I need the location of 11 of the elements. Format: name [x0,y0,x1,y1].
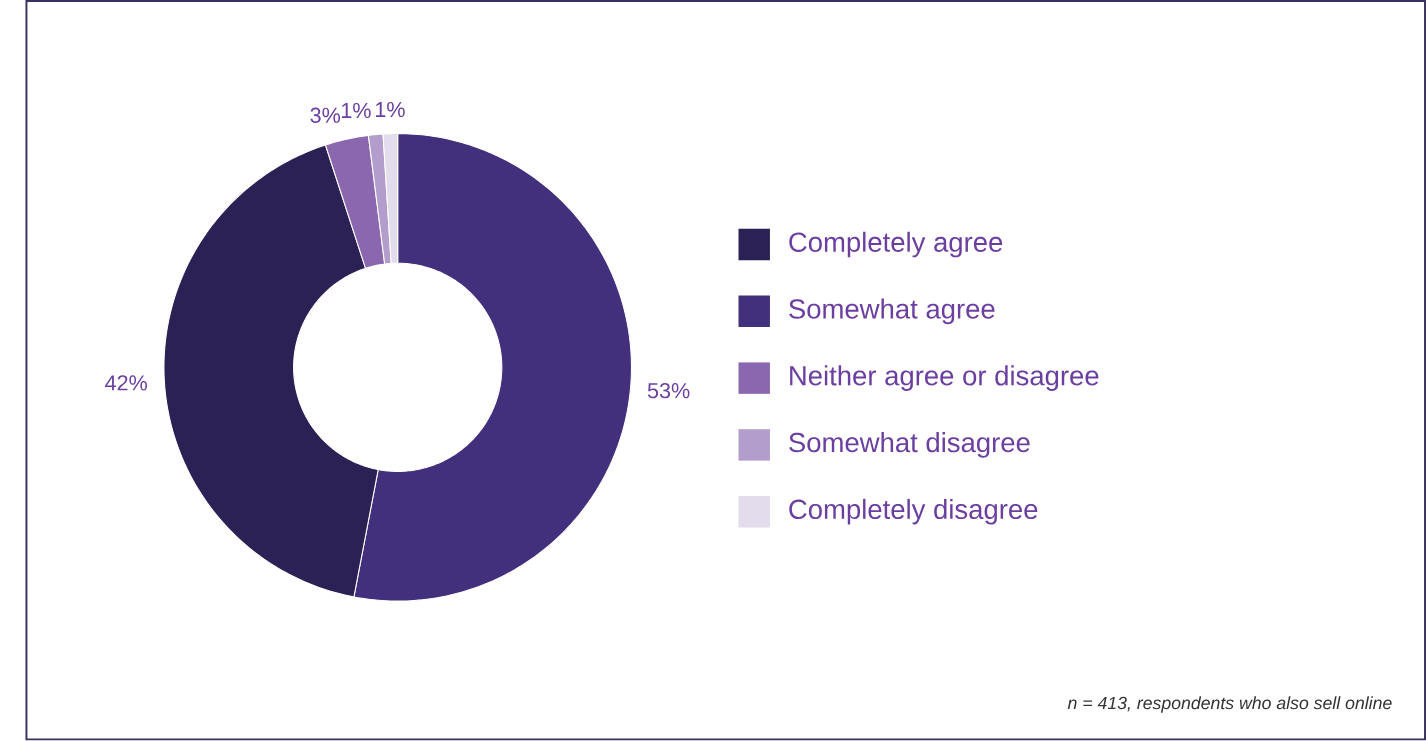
data-label: 1% [375,102,405,118]
data-label: 53% [647,383,690,399]
legend-label: Completely agree [789,231,1003,258]
data-label: 1% [341,103,371,119]
data-label: 42% [105,375,148,391]
data-label: 3% [310,107,341,124]
legend-label: Completely disagree [789,499,1038,525]
legend-label: Somewhat disagree [789,432,1030,458]
legend-label: Neither agree or disagree [790,365,1099,392]
text: n = 413, respondents who also sell online [1067,696,1392,714]
legend-label: Somewhat agree [789,298,995,325]
